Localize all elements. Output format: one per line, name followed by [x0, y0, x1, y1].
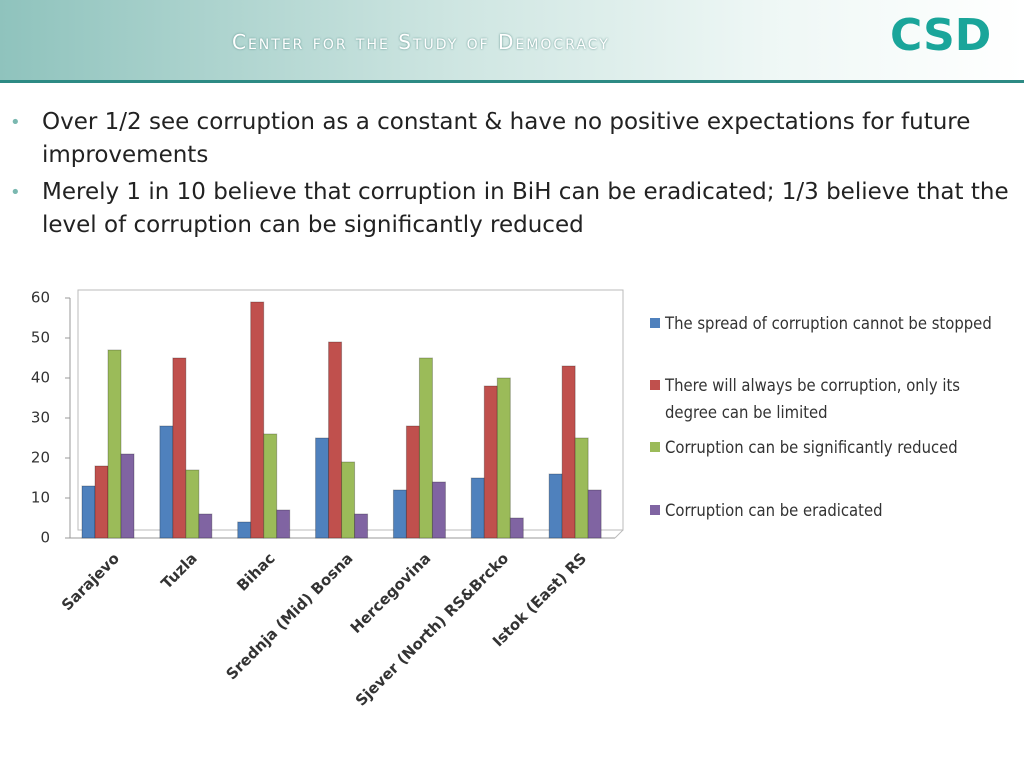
bar — [107, 349, 122, 539]
legend-item: Corruption can be eradicated — [650, 497, 995, 524]
bar — [561, 365, 576, 539]
legend-swatch — [650, 380, 660, 390]
x-tick-label: Hercegovina — [347, 549, 435, 637]
bullet: Merely 1 in 10 believe that corruption i… — [10, 176, 1010, 242]
bar — [509, 517, 524, 539]
bullet-list: Over 1/2 see corruption as a constant & … — [0, 106, 1010, 246]
legend-swatch — [650, 442, 660, 452]
y-tick-label: 30 — [31, 409, 50, 427]
bar — [587, 489, 602, 539]
bar — [81, 485, 96, 539]
legend-item: Corruption can be significantly reduced — [650, 434, 995, 461]
y-tick-label: 10 — [31, 489, 50, 507]
legend-label: There will always be corruption, only it… — [665, 376, 961, 422]
legend-label: Corruption can be significantly reduced — [665, 438, 958, 457]
bar — [315, 437, 330, 539]
x-tick-label: Sarajevo — [58, 549, 123, 614]
bar — [470, 477, 485, 539]
y-tick-label: 0 — [40, 529, 50, 547]
legend-label: Corruption can be eradicated — [665, 501, 883, 520]
x-tick-label: Srednja (Mid) Bosna — [223, 549, 357, 683]
bullet: Over 1/2 see corruption as a constant & … — [10, 106, 1010, 172]
bar — [405, 425, 420, 539]
legend-item: The spread of corruption cannot be stopp… — [650, 310, 995, 337]
legend-label: The spread of corruption cannot be stopp… — [665, 314, 992, 333]
bar — [341, 461, 356, 539]
bar — [574, 437, 589, 539]
bar — [94, 465, 109, 539]
bar — [198, 513, 213, 539]
bar — [172, 357, 187, 539]
y-tick-label: 50 — [31, 329, 50, 347]
bar — [496, 377, 511, 539]
header-title: Center for the Study of Democracy — [232, 30, 610, 54]
legend-swatch — [650, 505, 660, 515]
bar — [418, 357, 433, 539]
bar — [185, 469, 200, 539]
y-tick-label: 20 — [31, 449, 50, 467]
bar — [120, 453, 135, 539]
y-tick-label: 40 — [31, 369, 50, 387]
bar — [276, 509, 291, 539]
bar — [431, 481, 446, 539]
bar — [354, 513, 369, 539]
legend-item: There will always be corruption, only it… — [650, 372, 995, 426]
bar — [328, 341, 343, 539]
header: Center for the Study of Democracy CSD — [0, 0, 1024, 83]
logo: CSD — [890, 10, 992, 61]
bar — [237, 521, 252, 539]
x-tick-label: Bihac — [233, 549, 278, 594]
y-tick-label: 60 — [31, 289, 50, 307]
bar — [483, 385, 498, 539]
bar — [159, 425, 174, 539]
bar — [250, 301, 265, 539]
x-tick-label: Sjever (North) RS&Brcko — [352, 549, 512, 709]
floor-edge — [614, 529, 624, 539]
x-tick-label: Tuzla — [157, 549, 200, 592]
legend-swatch — [650, 318, 660, 328]
bar — [392, 489, 407, 539]
bar — [548, 473, 563, 539]
bar — [263, 433, 278, 539]
